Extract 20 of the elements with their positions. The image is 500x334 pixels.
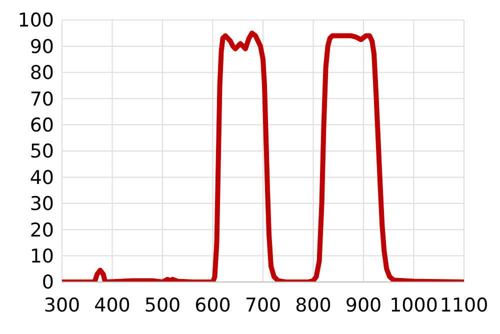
y-tick-label: 10	[30, 246, 54, 268]
y-tick-label: 60	[30, 114, 54, 137]
x-tick-label: 600	[194, 294, 231, 316]
y-tick-label: 20	[30, 219, 54, 242]
x-tick-label: 800	[295, 294, 332, 316]
x-tick-label: 1000	[390, 294, 438, 316]
y-tick-label: 70	[30, 88, 54, 110]
y-tick-label: 100	[18, 10, 54, 32]
y-tick-label: 40	[30, 166, 54, 189]
y-tick-label: 50	[30, 140, 54, 163]
x-tick-label: 700	[244, 294, 282, 316]
y-tick-label: 80	[30, 62, 54, 84]
x-tick-label: 400	[94, 294, 130, 316]
x-tick-label: 500	[144, 294, 181, 316]
y-tick-label: 0	[42, 272, 54, 294]
x-tick-label: 900	[345, 294, 382, 316]
y-tick-label: 30	[30, 193, 54, 216]
x-tick-label: 300	[44, 294, 80, 316]
x-tick-label: 1100	[440, 294, 488, 316]
y-tick-label: 90	[30, 36, 54, 58]
